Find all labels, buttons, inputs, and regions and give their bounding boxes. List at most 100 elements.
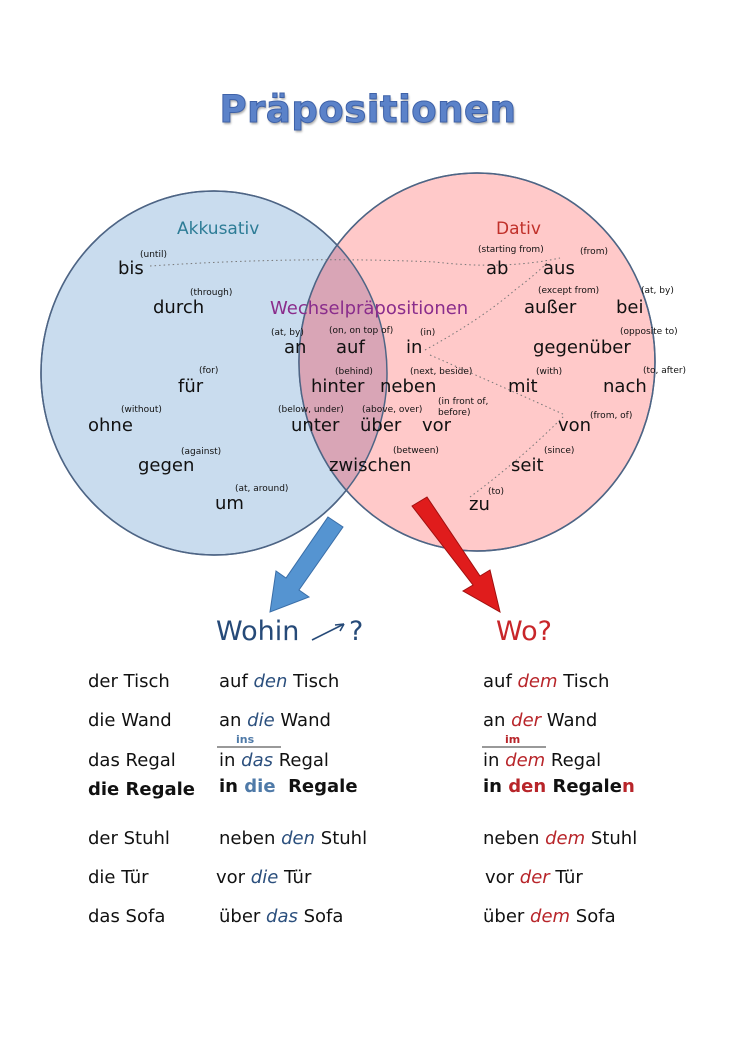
prep-an: an [284, 337, 307, 358]
phrase-preposition: neben [219, 828, 282, 849]
phrase-noun: Regale [546, 776, 622, 797]
wohin-word: Wohin [216, 616, 300, 647]
example-accusative: in das Regal [219, 750, 329, 771]
example-noun: das Regal [88, 750, 176, 771]
prep-vor: vor [422, 415, 452, 436]
prep-bis: bis [118, 258, 144, 279]
example-accusative: neben den Stuhl [219, 828, 367, 849]
accusative-article: das [266, 906, 298, 927]
accusative-article: den [253, 671, 288, 692]
prep-bei: bei [616, 297, 644, 318]
phrase-preposition: in [483, 776, 509, 797]
example-dative: über dem Sofa [483, 906, 616, 927]
trans-gegen: (against) [181, 447, 222, 457]
phrase-preposition: auf [483, 671, 518, 692]
example-accusative: vor die Tür [216, 867, 311, 888]
prep-durch: durch [153, 297, 205, 318]
phrase-preposition: an [483, 710, 512, 731]
akkusativ-label: Akkusativ [177, 219, 260, 239]
accusative-article: die [250, 867, 279, 888]
phrase-noun: Tisch [557, 671, 610, 692]
trans-ausser: (except from) [538, 286, 600, 296]
prep-hinter: hinter [311, 376, 365, 397]
phrase-preposition: in [483, 750, 506, 771]
contraction-ins: ins [236, 733, 255, 746]
trans-nach: (to, after) [643, 366, 687, 376]
prep-von: von [558, 415, 592, 436]
phrase-preposition: an [219, 710, 248, 731]
trans-neben: (next, beside) [410, 367, 473, 377]
blue-arrow-shape [269, 516, 344, 613]
dotted-connector [429, 354, 566, 416]
prep-ab: ab [486, 258, 509, 279]
phrase-noun: Regal [545, 750, 602, 771]
phrase-preposition: über [483, 906, 531, 927]
prep-auf: auf [336, 337, 365, 358]
dative-article: dem [545, 828, 586, 849]
dative-article: der [519, 867, 550, 888]
phrase-noun: Stuhl [315, 828, 368, 849]
prep-aus: aus [543, 258, 575, 279]
dative-article: dem [505, 750, 546, 771]
accusative-article: den [281, 828, 316, 849]
example-accusative: über das Sofa [219, 906, 343, 927]
trans-bei: (at, by) [641, 286, 674, 296]
prep-zwischen: zwischen [329, 455, 412, 476]
trans-seit: (since) [544, 446, 575, 456]
prep-ohne: ohne [88, 415, 133, 436]
example-noun: der Tisch [88, 671, 170, 692]
phrase-noun: Sofa [297, 906, 344, 927]
example-dative: auf dem Tisch [483, 671, 609, 692]
example-accusative: auf den Tisch [219, 671, 339, 692]
prep-zu: zu [469, 494, 490, 515]
dative-article: dem [517, 671, 558, 692]
phrase-preposition: vor [216, 867, 251, 888]
example-accusative: in die Regale [219, 776, 358, 797]
red-arrow-shape [411, 496, 501, 614]
trans-hinter: (behind) [335, 367, 373, 377]
prep-gegen: gegen [138, 455, 195, 476]
dativ-label: Dativ [496, 219, 541, 239]
page-title: Präpositionen [219, 88, 517, 132]
trans-von: (from, of) [590, 411, 633, 421]
trans-bis: (until) [140, 250, 167, 260]
example-dative: an der Wand [483, 710, 597, 731]
dotted-connector [424, 261, 549, 351]
prep-nach: nach [603, 376, 647, 397]
phrase-noun: Sofa [570, 906, 616, 927]
dative-plural-ending: n [621, 776, 635, 797]
trans-in: (in) [420, 328, 436, 338]
trans-unter: (below, under) [278, 405, 344, 415]
phrase-noun: Tisch [287, 671, 340, 692]
phrase-preposition: neben [483, 828, 546, 849]
phrase-preposition: in [219, 750, 242, 771]
trans-ueber: (above, over) [362, 405, 423, 415]
example-dative: in dem Regal [483, 750, 601, 771]
example-noun: die Regale [88, 779, 196, 800]
phrase-noun: Regale [275, 776, 358, 797]
prep-ausser: außer [524, 297, 577, 318]
trans-an: (at, by) [271, 328, 304, 338]
wohin-question: Wohin [216, 616, 299, 647]
trans-um: (at, around) [235, 484, 289, 494]
trans-aus: (from) [580, 247, 608, 257]
trans-ab: (starting from) [478, 245, 544, 255]
wohin-arrow-icon [311, 623, 345, 641]
contraction-im: im [505, 733, 521, 746]
phrase-noun: Wand [541, 710, 598, 731]
prep-gegenueber: gegenüber [533, 337, 631, 358]
phrase-preposition: über [219, 906, 267, 927]
phrase-preposition: in [219, 776, 245, 797]
example-noun: die Tür [88, 867, 149, 888]
trans-ohne: (without) [121, 405, 162, 415]
dativ-outline [298, 172, 656, 552]
prep-seit: seit [511, 455, 544, 476]
dative-article: dem [530, 906, 571, 927]
dative-article: der [511, 710, 542, 731]
prep-ueber: über [360, 415, 402, 436]
prep-in: in [406, 337, 423, 358]
wo-question: Wo? [496, 616, 552, 647]
phrase-noun: Regal [272, 750, 329, 771]
dotted-connector [469, 414, 566, 498]
trans-durch: (through) [190, 288, 233, 298]
